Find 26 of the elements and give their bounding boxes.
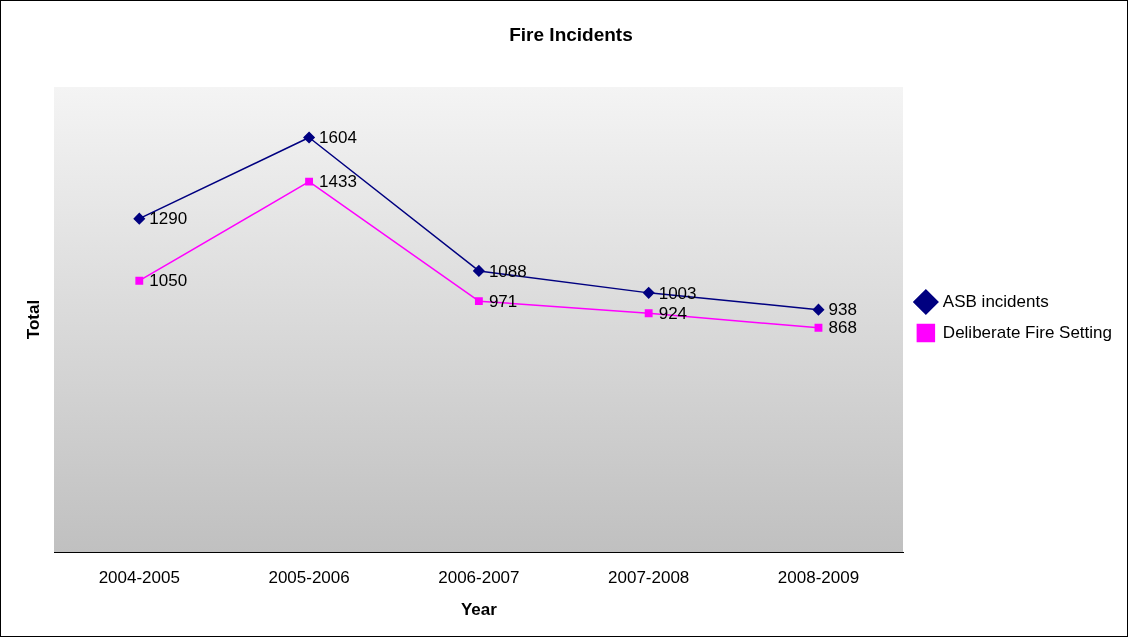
point xyxy=(644,309,653,318)
legend-label: Deliberate Fire Setting xyxy=(942,322,1112,342)
data-label: 868 xyxy=(828,318,857,338)
x-tick-label: 2005-2006 xyxy=(268,568,350,588)
x-tick-label: 2004-2005 xyxy=(98,568,180,588)
data-label: 1290 xyxy=(149,209,188,229)
chart-title: Fire Incidents xyxy=(509,23,633,45)
point xyxy=(814,323,823,332)
point xyxy=(305,177,314,186)
point xyxy=(812,303,825,316)
data-label: 1050 xyxy=(149,271,188,291)
legend-label: ASB incidents xyxy=(942,291,1049,311)
point xyxy=(303,131,315,144)
data-label: 938 xyxy=(828,300,857,320)
x-tick-label: 2006-2007 xyxy=(438,568,520,588)
point xyxy=(642,287,655,299)
point xyxy=(474,297,483,306)
x-tick-label: 2008-2009 xyxy=(777,568,860,588)
point xyxy=(473,265,485,277)
data-label: 1604 xyxy=(319,128,357,148)
point xyxy=(135,276,144,285)
point xyxy=(133,212,146,225)
y-axis-title: Total xyxy=(23,299,43,340)
x-axis-title: Year xyxy=(460,600,498,620)
x-tick-label: 2007-2008 xyxy=(608,568,690,588)
data-label: 1433 xyxy=(319,172,357,192)
